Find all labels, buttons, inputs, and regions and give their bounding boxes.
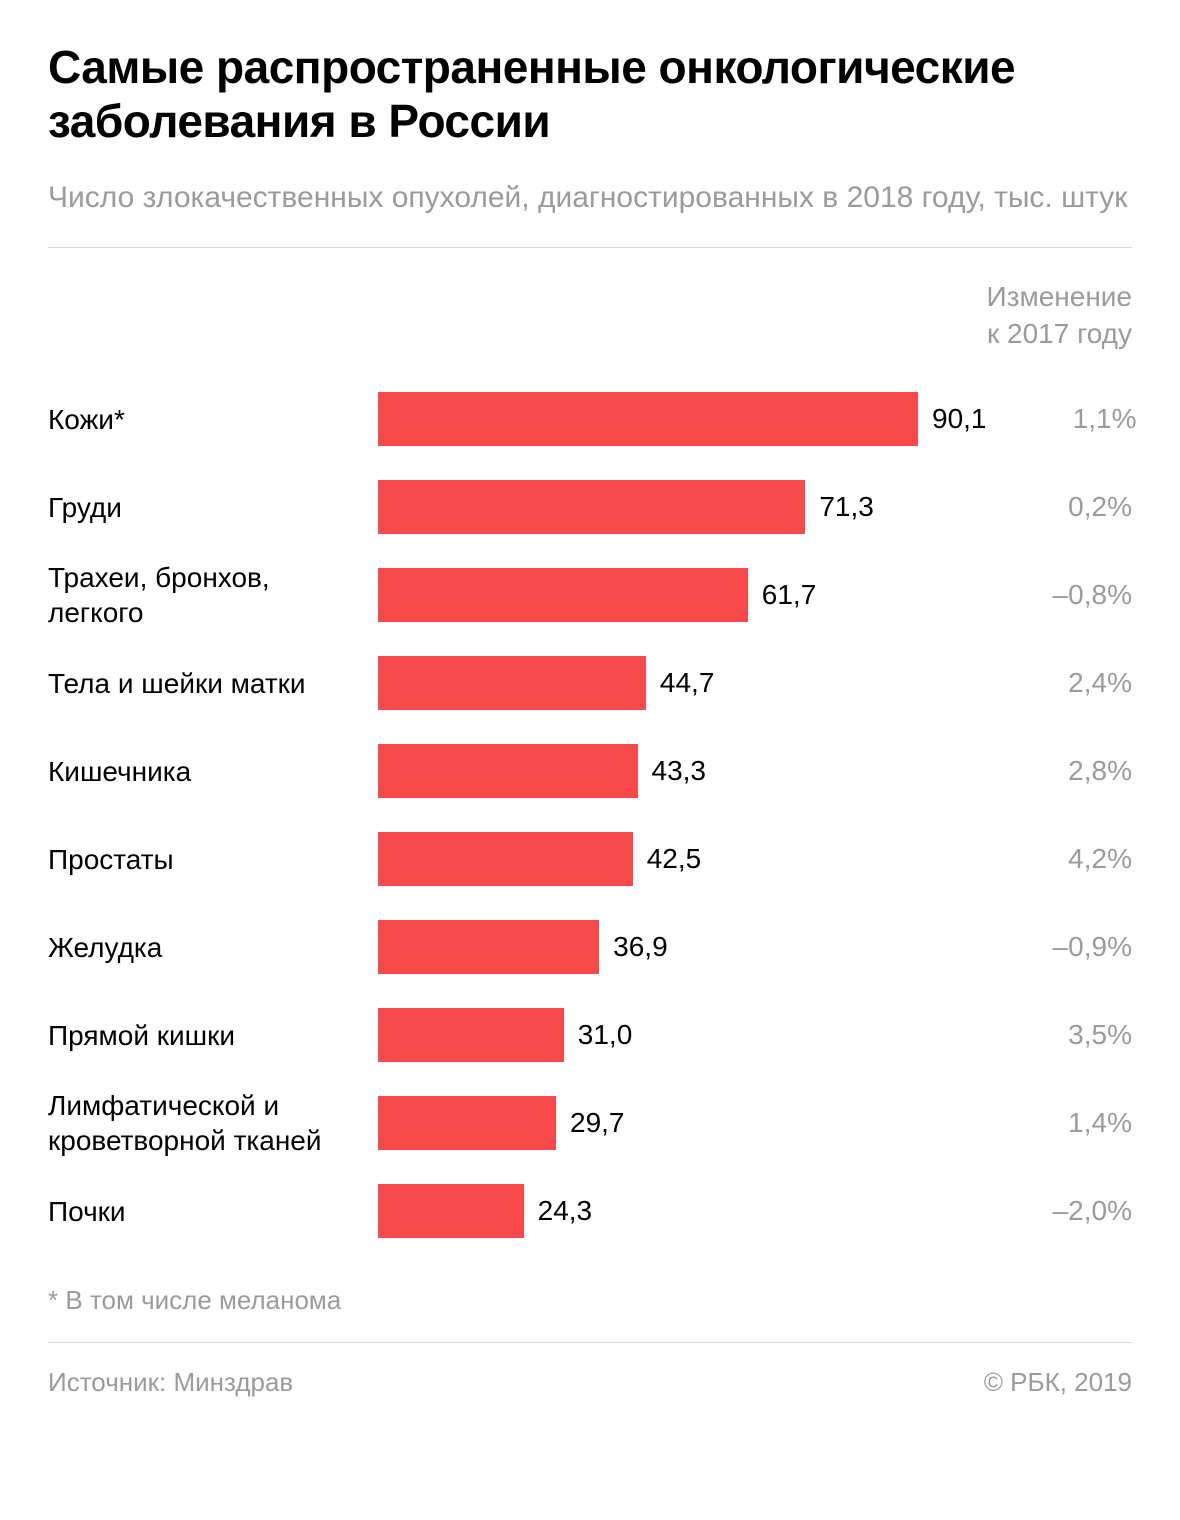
change-value: 1,4% [982, 1107, 1132, 1139]
row-label: Тела и шейки матки [48, 666, 378, 701]
row-label: Трахеи, бронхов, легкого [48, 560, 378, 630]
chart-row: Трахеи, бронхов, легкого 61,7 –0,8% [48, 551, 1132, 639]
bar-value: 29,7 [570, 1107, 625, 1139]
row-label: Груди [48, 490, 378, 525]
bar-zone: 36,9 [378, 920, 982, 974]
chart-footer: Источник: Минздрав © РБК, 2019 [48, 1343, 1132, 1398]
bar-zone: 42,5 [378, 832, 982, 886]
chart-row: Простаты 42,5 4,2% [48, 815, 1132, 903]
source-text: Источник: Минздрав [48, 1367, 293, 1398]
bar-zone: 90,1 [378, 392, 987, 446]
bar [378, 568, 748, 622]
row-label: Кишечника [48, 754, 378, 789]
change-value: 2,4% [982, 667, 1132, 699]
bar-zone: 71,3 [378, 480, 982, 534]
chart-row: Почки 24,3 –2,0% [48, 1167, 1132, 1255]
bar [378, 656, 646, 710]
change-value: 4,2% [982, 843, 1132, 875]
bar-chart: Кожи*90,11,1%Груди71,30,2%Трахеи, бронхо… [48, 375, 1132, 1255]
bar-zone: 29,7 [378, 1096, 982, 1150]
bar [378, 1184, 524, 1238]
bar-value: 42,5 [647, 843, 702, 875]
row-label: Лимфатической и кроветворной тканей [48, 1088, 378, 1158]
chart-row: Тела и шейки матки 44,7 2,4% [48, 639, 1132, 727]
change-value: 0,2% [982, 491, 1132, 523]
bar [378, 744, 638, 798]
bar-value: 36,9 [613, 931, 668, 963]
chart-row: Прямой кишки 31,0 3,5% [48, 991, 1132, 1079]
copyright-text: © РБК, 2019 [984, 1367, 1132, 1398]
chart-subtitle: Число злокачественных опухолей, диагност… [48, 177, 1132, 219]
bar-zone: 43,3 [378, 744, 982, 798]
change-header-line2: к 2017 году [987, 318, 1132, 349]
bar-value: 44,7 [660, 667, 715, 699]
change-column-header: Изменение к 2017 году [48, 248, 1132, 376]
bar-value: 71,3 [819, 491, 874, 523]
chart-footnote: * В том числе меланома [48, 1255, 1132, 1342]
bar [378, 832, 633, 886]
row-label: Прямой кишки [48, 1018, 378, 1053]
chart-row: Желудка 36,9 –0,9% [48, 903, 1132, 991]
bar [378, 920, 599, 974]
change-value: 2,8% [982, 755, 1132, 787]
bar-value: 24,3 [538, 1195, 593, 1227]
bar-zone: 44,7 [378, 656, 982, 710]
bar-zone: 31,0 [378, 1008, 982, 1062]
change-value: 1,1% [987, 403, 1137, 435]
row-label: Кожи* [48, 402, 378, 437]
bar-zone: 61,7 [378, 568, 982, 622]
bar-value: 43,3 [652, 755, 707, 787]
change-value: –2,0% [982, 1195, 1132, 1227]
bar-value: 90,1 [932, 403, 987, 435]
change-value: –0,9% [982, 931, 1132, 963]
chart-title: Самые распространенные онкологические за… [48, 40, 1132, 149]
chart-row: Груди 71,3 0,2% [48, 463, 1132, 551]
bar [378, 1008, 564, 1062]
chart-row: Кожи*90,11,1% [48, 375, 1132, 463]
bar [378, 1096, 556, 1150]
row-label: Желудка [48, 930, 378, 965]
row-label: Простаты [48, 842, 378, 877]
bar [378, 480, 805, 534]
change-header-line1: Изменение [987, 281, 1133, 312]
bar-value: 31,0 [578, 1019, 633, 1051]
row-label: Почки [48, 1194, 378, 1229]
bar [378, 392, 918, 446]
chart-row: Лимфатической и кроветворной тканей 29,7 1… [48, 1079, 1132, 1167]
change-value: 3,5% [982, 1019, 1132, 1051]
bar-value: 61,7 [762, 579, 817, 611]
bar-zone: 24,3 [378, 1184, 982, 1238]
chart-row: Кишечника 43,3 2,8% [48, 727, 1132, 815]
change-value: –0,8% [982, 579, 1132, 611]
